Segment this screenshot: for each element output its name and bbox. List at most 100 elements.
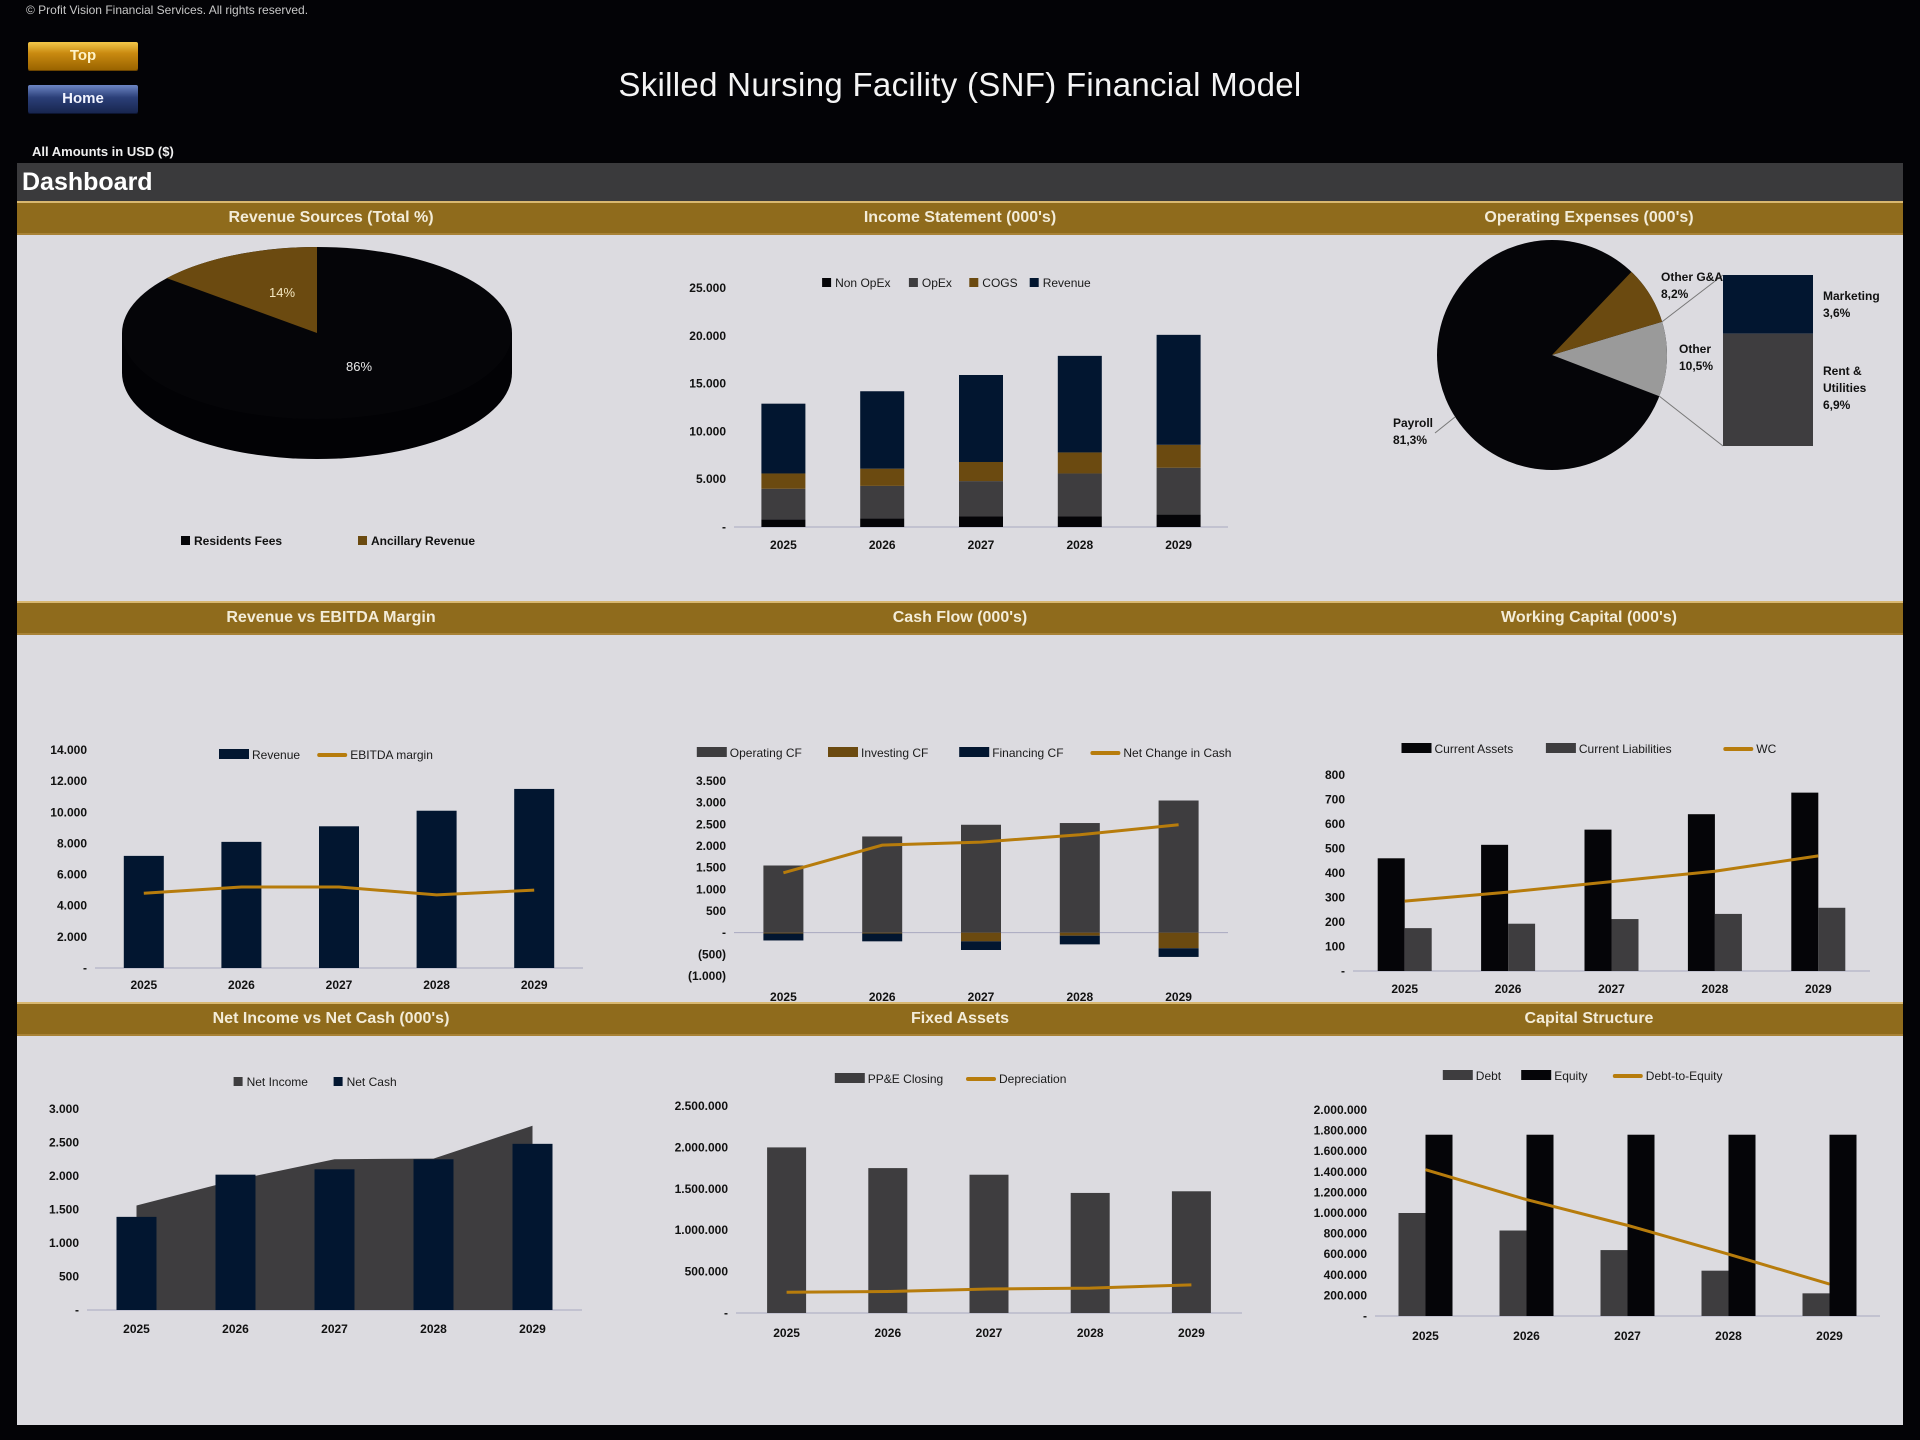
bar xyxy=(1398,1213,1426,1316)
legend-item: Debt xyxy=(1442,1069,1502,1083)
legend-label: Net Change in Cash xyxy=(1123,746,1231,760)
legend-item: Debt-to-Equity xyxy=(1612,1069,1723,1083)
bar xyxy=(116,1216,157,1310)
legend-label: Current Liabilities xyxy=(1579,742,1672,756)
bar xyxy=(416,810,457,968)
legend-item: Residents Fees xyxy=(181,534,282,548)
x-tick-label: 2025 xyxy=(773,1326,800,1340)
bar xyxy=(221,841,262,968)
legend-item: EBITDA margin xyxy=(317,748,433,762)
y-tick-label: 5.000 xyxy=(696,472,726,486)
bar xyxy=(1600,1250,1628,1316)
y-tick-label: 600.000 xyxy=(1324,1247,1368,1261)
bar-segment xyxy=(1057,355,1102,453)
x-tick-label: 2026 xyxy=(874,1326,901,1340)
bar-segment xyxy=(1156,514,1201,527)
y-tick-label: - xyxy=(1341,964,1345,978)
line-series xyxy=(1404,854,1819,903)
x-tick-label: 2025 xyxy=(130,978,157,992)
y-tick-label: - xyxy=(1363,1309,1367,1323)
legend-label: Depreciation xyxy=(999,1072,1066,1086)
y-tick-label: - xyxy=(724,1306,728,1320)
x-tick-label: 2028 xyxy=(1077,1326,1104,1340)
legend-item: Net Cash xyxy=(333,1075,397,1089)
legend-item: Current Assets xyxy=(1401,742,1514,756)
bar-segment xyxy=(1156,444,1201,468)
bar xyxy=(1829,1134,1857,1316)
y-tick-label: 15.000 xyxy=(689,377,726,391)
capital-structure-chart: - 200.000 400.000 600.000 800.000 1.000.000 1.… xyxy=(1275,1036,1903,1425)
working-capital-chart: - 100 200 300 400 500 600 700 800 2025 2026 2027 202… xyxy=(1275,635,1903,1002)
legend-label: Revenue xyxy=(252,748,300,762)
bar-segment xyxy=(862,933,903,942)
y-tick-label: 500.000 xyxy=(685,1265,729,1279)
legend-label: Debt xyxy=(1476,1069,1502,1083)
bar-segment xyxy=(1156,334,1201,445)
y-tick-label: 2.000.000 xyxy=(675,1140,729,1154)
legend-item: PP&E Closing xyxy=(834,1072,943,1086)
pie-slice-ancillary-revenue xyxy=(166,247,317,333)
net-income-cash-chart: - 500 1.000 1.500 2.000 2.500 3.000 2025 2026 202… xyxy=(17,1036,645,1425)
x-tick-label: 2025 xyxy=(123,1322,150,1336)
bar xyxy=(314,1169,355,1310)
y-tick-label: 1.200.000 xyxy=(1314,1185,1368,1199)
x-tick-label: 2027 xyxy=(1614,1329,1641,1343)
x-tick-label: 2026 xyxy=(869,538,896,552)
y-tick-label: 300 xyxy=(1325,891,1345,905)
y-tick-label: 2.500 xyxy=(49,1136,79,1150)
breakdown-rent-utilities xyxy=(1723,333,1813,446)
x-tick-label: 2025 xyxy=(1391,982,1418,996)
bar xyxy=(1802,1293,1830,1316)
section-title: Dashboard xyxy=(22,168,153,196)
legend-item: Non OpEx xyxy=(822,276,890,290)
x-tick-label: 2025 xyxy=(770,990,797,1002)
x-tick-label: 2029 xyxy=(1165,990,1192,1002)
line-series xyxy=(786,1283,1192,1294)
legend-label: Investing CF xyxy=(861,746,928,760)
bar xyxy=(413,1159,454,1310)
slice-label: 86% xyxy=(346,359,372,374)
revenue-pie-svg: 14% 86% Residents Fees Ancillary Revenue xyxy=(122,247,512,548)
legend-item: Revenue xyxy=(1029,276,1091,290)
net-income-cash-title: Net Income vs Net Cash (000's) xyxy=(212,1010,450,1027)
bar-segment xyxy=(1158,948,1199,957)
bar-segment xyxy=(860,468,905,486)
fixed_assets-svg: - 500.000 1.000.000 1.500.000 2.000.000 2.500… xyxy=(675,1072,1242,1340)
slice-label: Other G&A xyxy=(1661,270,1723,284)
legend-label: Residents Fees xyxy=(194,534,282,548)
legend-label: Current Assets xyxy=(1435,742,1514,756)
x-tick-label: 2027 xyxy=(321,1322,348,1336)
y-tick-label: 2.000.000 xyxy=(1314,1103,1368,1117)
x-tick-label: 2026 xyxy=(869,990,896,1002)
income-statement-chart: - 5.000 10.000 15.000 20.000 25.000 2025 2026 20… xyxy=(646,235,1274,601)
bar-segment xyxy=(763,865,804,933)
bar xyxy=(1377,858,1405,971)
home-button[interactable]: Home xyxy=(28,85,138,113)
legend-item: Depreciation xyxy=(966,1072,1066,1086)
x-tick-label: 2029 xyxy=(1178,1326,1205,1340)
y-tick-label: 1.400.000 xyxy=(1314,1165,1368,1179)
y-tick-label: 14.000 xyxy=(50,743,87,757)
breakdown-marketing xyxy=(1723,275,1813,334)
top-button[interactable]: Top xyxy=(28,42,138,70)
y-tick-label: - xyxy=(722,926,726,940)
y-tick-label: 500 xyxy=(1325,842,1345,856)
legend-label: COGS xyxy=(982,276,1017,290)
bar xyxy=(1404,928,1432,971)
y-tick-label: 12.000 xyxy=(50,774,87,788)
bar xyxy=(1714,913,1742,971)
y-tick-label: 2.000 xyxy=(57,930,87,944)
bar xyxy=(1611,919,1639,971)
legend-label: Net Cash xyxy=(347,1075,397,1089)
bar-segment xyxy=(761,473,806,489)
bar xyxy=(1171,1191,1211,1313)
y-tick-label: 500 xyxy=(59,1270,79,1284)
bar xyxy=(1499,1230,1527,1316)
bar xyxy=(123,855,164,968)
revenue-ebitda-title: Revenue vs EBITDA Margin xyxy=(226,609,436,626)
slice-label: 3,6% xyxy=(1823,306,1851,320)
bar-segment xyxy=(1059,932,1100,936)
slice-label: Payroll xyxy=(1393,416,1433,430)
pie-slice-other xyxy=(1552,321,1667,397)
bar xyxy=(1728,1134,1756,1316)
